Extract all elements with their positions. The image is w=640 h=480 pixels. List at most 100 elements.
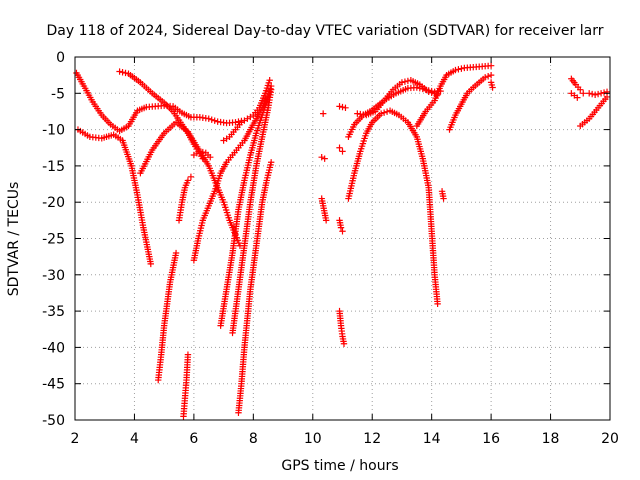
y-tick-label: -35	[42, 304, 65, 320]
data-point	[318, 153, 325, 161]
data-points	[73, 62, 611, 420]
data-point	[339, 103, 346, 111]
data-point	[147, 260, 154, 268]
series-arc-e	[155, 249, 180, 384]
x-tick-label: 20	[601, 431, 619, 447]
data-point	[339, 228, 346, 235]
data-point	[577, 86, 584, 93]
data-point	[322, 217, 330, 224]
series-arc-a	[73, 69, 245, 135]
y-tick-label: -10	[42, 123, 65, 139]
series-arc-f	[175, 173, 195, 224]
data-point	[600, 89, 608, 96]
series-arc-x	[413, 62, 495, 130]
y-tick-label: -30	[42, 268, 65, 284]
data-point	[321, 155, 328, 162]
data-point	[235, 118, 242, 125]
y-tick-label: -15	[42, 159, 65, 175]
data-point	[116, 68, 123, 75]
data-point	[232, 119, 239, 126]
series-arc-t	[336, 103, 349, 112]
series-arc-p	[319, 110, 327, 117]
data-point	[458, 65, 465, 72]
series-arc-r	[336, 217, 346, 235]
y-tick-label: -5	[51, 86, 65, 102]
x-tick-label: 10	[304, 431, 322, 447]
data-point	[413, 84, 421, 91]
data-point	[340, 340, 348, 347]
series-arc-ab	[568, 75, 587, 97]
data-point	[489, 84, 496, 91]
data-point	[337, 224, 345, 231]
series-arc-i	[190, 148, 214, 161]
data-point	[585, 90, 593, 97]
x-tick-label: 12	[363, 431, 381, 447]
x-tick-label: 14	[423, 431, 441, 447]
series-arc-ad	[577, 93, 611, 130]
y-axis-ticks: 0 -5 -10 -15 -20 -25 -30 -35 -40 -45 -50	[42, 50, 610, 429]
data-point	[452, 66, 459, 74]
series-arc-l	[235, 159, 275, 416]
data-point	[339, 148, 346, 155]
x-tick-label: 8	[249, 431, 258, 447]
data-point	[487, 62, 495, 69]
data-point	[172, 249, 180, 257]
series-arc-o	[318, 153, 328, 162]
x-tick-label: 18	[542, 431, 560, 447]
x-tick-label: 6	[189, 431, 198, 447]
data-point	[425, 88, 432, 96]
series-arc-d	[137, 119, 244, 249]
series-arc-aa	[487, 79, 496, 91]
data-point	[196, 148, 204, 155]
x-axis-title: GPS time / hours	[281, 458, 398, 474]
y-tick-label: -45	[42, 377, 65, 393]
data-point	[380, 109, 388, 116]
series-arc-v	[345, 107, 441, 308]
y-axis-title: SDTVAR / TECUs	[6, 182, 22, 297]
data-point	[187, 173, 195, 180]
data-point	[440, 195, 447, 202]
data-point	[603, 88, 611, 96]
y-tick-label: -40	[42, 340, 65, 356]
series-arc-b	[74, 126, 154, 268]
data-point	[487, 71, 495, 79]
data-point	[205, 115, 212, 122]
data-point	[208, 116, 215, 123]
data-point	[481, 74, 489, 81]
data-point	[597, 90, 605, 97]
data-point	[122, 69, 129, 77]
data-point	[484, 73, 492, 80]
x-axis-ticks: 2 4 6 8 10 12 14 16 18 20	[71, 57, 619, 447]
data-point	[398, 79, 406, 86]
series-arc-s	[336, 144, 346, 155]
data-point	[594, 90, 602, 98]
series-arc-c	[116, 68, 207, 162]
data-point	[319, 110, 327, 117]
data-point	[342, 104, 349, 112]
data-point	[267, 159, 275, 166]
data-point	[199, 148, 207, 156]
data-point	[574, 94, 581, 101]
series-arc-ac	[568, 90, 581, 101]
y-tick-label: -20	[42, 195, 65, 211]
data-point	[266, 77, 273, 84]
y-tick-label: -50	[42, 413, 65, 429]
grid	[75, 57, 610, 420]
data-point	[119, 69, 126, 76]
data-point	[434, 300, 441, 308]
data-point	[580, 90, 587, 97]
data-point	[336, 103, 343, 110]
data-point	[428, 89, 435, 97]
y-tick-label: 0	[56, 50, 65, 66]
series-arc-y	[446, 71, 495, 133]
data-point	[588, 90, 596, 98]
x-tick-label: 4	[130, 431, 139, 447]
series-arc-k	[229, 86, 275, 337]
data-point	[591, 91, 599, 98]
data-point	[211, 117, 218, 124]
data-point	[267, 86, 275, 93]
series-arc-z	[438, 188, 447, 202]
x-tick-label: 2	[71, 431, 80, 447]
series-arc-g	[180, 351, 192, 420]
